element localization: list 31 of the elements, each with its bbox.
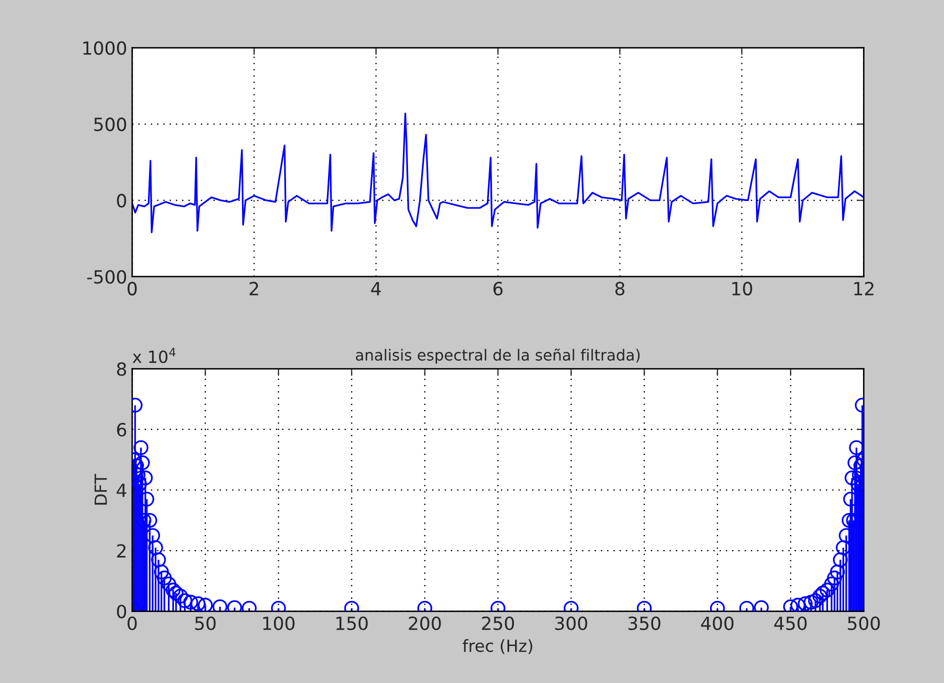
x-tick-label: 0 bbox=[128, 616, 137, 630]
text: x 10$^{4}$ bbox=[132, 348, 176, 364]
y-tick-label: 4 bbox=[116, 484, 126, 497]
y-tick-label: 2 bbox=[117, 544, 126, 558]
y-tick-label: 500 bbox=[94, 118, 126, 132]
x-axis-title: frec (Hz) bbox=[462, 639, 532, 654]
y-tick-label: -500 bbox=[87, 270, 126, 284]
x-tick-label: 350 bbox=[628, 616, 660, 630]
x-tick-label: 250 bbox=[482, 616, 514, 630]
x-tick-label: 6 bbox=[493, 282, 503, 296]
x-tick-label: 12 bbox=[854, 282, 874, 296]
x-tick-label: 100 bbox=[263, 616, 295, 630]
x-tick-label: 150 bbox=[336, 616, 368, 630]
x-tick-label: 500 bbox=[848, 616, 880, 630]
x-tick-label: 8 bbox=[615, 282, 624, 296]
y-tick-label: 0 bbox=[117, 604, 126, 618]
x-tick-label: 450 bbox=[774, 616, 807, 630]
chart-title: analisis espectral de la señal filtrada) bbox=[356, 348, 640, 364]
x-tick-label: 2 bbox=[250, 282, 258, 296]
x-tick-label: 10 bbox=[732, 282, 752, 296]
y-tick-label: 6 bbox=[117, 422, 126, 437]
y-tick-label: 1000 bbox=[83, 41, 126, 55]
y-tick-label: 0 bbox=[117, 194, 126, 208]
x-tick-label: 0 bbox=[128, 282, 137, 296]
y-tick-label: 8 bbox=[117, 362, 126, 376]
x-tick-label: 200 bbox=[408, 616, 441, 630]
x-tick-label: 300 bbox=[555, 616, 588, 630]
x-tick-label: 400 bbox=[701, 616, 734, 630]
x-tick-label: 4 bbox=[371, 282, 381, 296]
y-axis-title: DFT bbox=[94, 474, 107, 505]
x-tick-label: 50 bbox=[195, 616, 216, 630]
